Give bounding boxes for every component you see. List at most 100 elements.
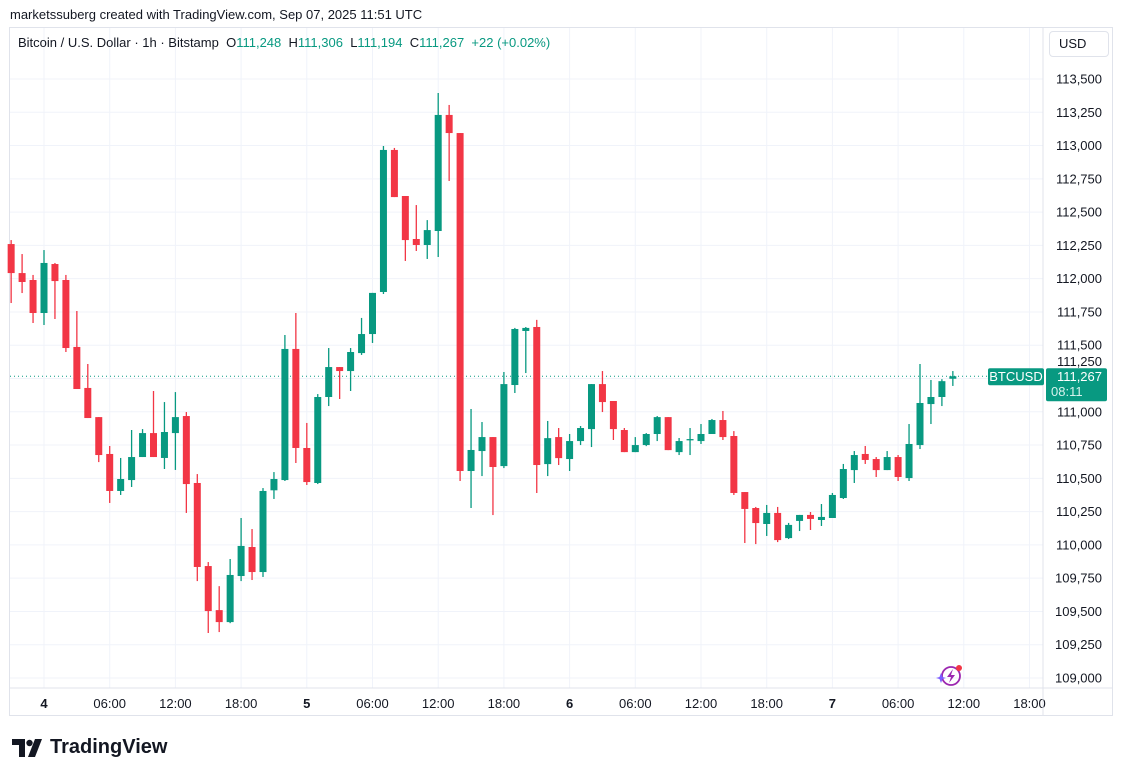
candle-body	[270, 478, 278, 491]
candle-down	[292, 313, 300, 464]
candle-body	[533, 326, 541, 466]
candle-down	[62, 274, 70, 353]
time-tick-label: 12:00	[159, 696, 192, 711]
candle-body	[544, 438, 552, 465]
price-tick-label: 111,750	[1057, 304, 1102, 319]
candle-body	[817, 516, 825, 520]
price-tick-label: 109,500	[1055, 604, 1102, 619]
price-tick-label: 111,250	[1057, 354, 1102, 369]
candle-body	[237, 545, 245, 577]
close-label: C	[409, 35, 420, 50]
candle-up	[325, 348, 333, 407]
chart-frame	[9, 27, 1113, 716]
open-value: 111,248	[236, 35, 282, 50]
candle-body	[226, 574, 234, 623]
price-tick-label: 110,250	[1056, 504, 1102, 519]
price-tick-label: 109,750	[1055, 571, 1102, 586]
grid	[10, 28, 1043, 688]
candle-up	[927, 379, 935, 425]
candle-up	[314, 394, 322, 485]
candle-body	[336, 367, 344, 372]
icon-sparkle	[936, 673, 946, 683]
lightning-assistant-icon[interactable]	[936, 665, 962, 686]
candle-body	[675, 441, 683, 453]
price-tick-label: 110,500	[1056, 471, 1102, 486]
candle-body	[916, 402, 924, 446]
candle-body	[938, 381, 946, 397]
candle-down	[456, 133, 464, 481]
candle-up	[653, 416, 661, 442]
candle-down	[807, 512, 814, 530]
candle-up	[522, 326, 530, 374]
candle-body	[555, 437, 563, 459]
tradingview-logo[interactable]: TradingView	[12, 736, 167, 759]
candle-up	[160, 402, 168, 470]
candle-body	[281, 348, 289, 481]
candle-body	[390, 149, 398, 198]
candle-body	[215, 610, 223, 623]
time-tick-label: 7	[829, 696, 836, 711]
candle-up	[423, 220, 431, 259]
candle-body	[774, 512, 782, 541]
candle-body	[588, 384, 595, 430]
low-value: 111,194	[357, 35, 403, 50]
candle-down	[18, 254, 26, 294]
candle-body	[347, 352, 355, 372]
candle-up	[171, 392, 179, 470]
time-tick-label: 18:00	[750, 696, 783, 711]
candle-down	[390, 147, 398, 198]
candles	[7, 92, 957, 634]
candle-up	[478, 422, 486, 477]
close-value: 111,267	[419, 35, 465, 50]
price-tick-label: 109,250	[1055, 637, 1102, 652]
candle-body	[160, 432, 168, 458]
candle-up	[916, 363, 924, 450]
icon-notification-dot	[956, 665, 962, 671]
candle-body	[29, 279, 37, 314]
candle-body	[182, 416, 190, 485]
price-tick-label: 113,500	[1056, 72, 1102, 87]
candle-body	[379, 149, 387, 292]
candle-body	[117, 478, 125, 491]
candle-up	[697, 424, 705, 444]
candle-down	[106, 445, 114, 503]
candle-down	[182, 412, 190, 513]
candle-down	[303, 422, 311, 485]
candle-up	[434, 92, 442, 257]
candle-body	[423, 230, 431, 245]
candle-body	[730, 436, 738, 493]
symbol-tag-label: BTCUSD	[989, 369, 1042, 384]
price-tick-label: 111,500	[1057, 338, 1102, 353]
candle-body	[872, 459, 880, 471]
tradingview-logo-icon	[12, 738, 42, 757]
time-tick-label: 18:00	[225, 696, 258, 711]
candle-down	[598, 371, 606, 413]
candle-body	[193, 482, 201, 567]
candle-down	[95, 417, 103, 463]
candle-down	[620, 428, 628, 453]
logo-text: TradingView	[50, 736, 168, 758]
candle-down	[489, 437, 497, 516]
candle-body	[577, 428, 585, 442]
candle-down	[150, 391, 157, 458]
time-tick-label: 18:00	[1013, 696, 1046, 711]
candle-body	[708, 420, 716, 435]
candle-down	[336, 367, 344, 399]
candle-body	[478, 437, 486, 452]
time-tick-label: 12:00	[422, 696, 455, 711]
candle-up	[511, 327, 519, 394]
candle-up	[949, 371, 957, 386]
currency-button[interactable]: USD	[1049, 31, 1109, 57]
high-label: H	[288, 35, 298, 50]
candle-body	[653, 417, 661, 435]
candle-up	[40, 250, 48, 325]
candle-up	[500, 371, 508, 469]
candle-up	[467, 408, 475, 509]
candle-down	[664, 417, 672, 451]
open-label: O	[226, 35, 237, 50]
high-value: 111,306	[297, 35, 343, 50]
candle-body	[489, 437, 497, 468]
candle-up	[117, 457, 125, 495]
